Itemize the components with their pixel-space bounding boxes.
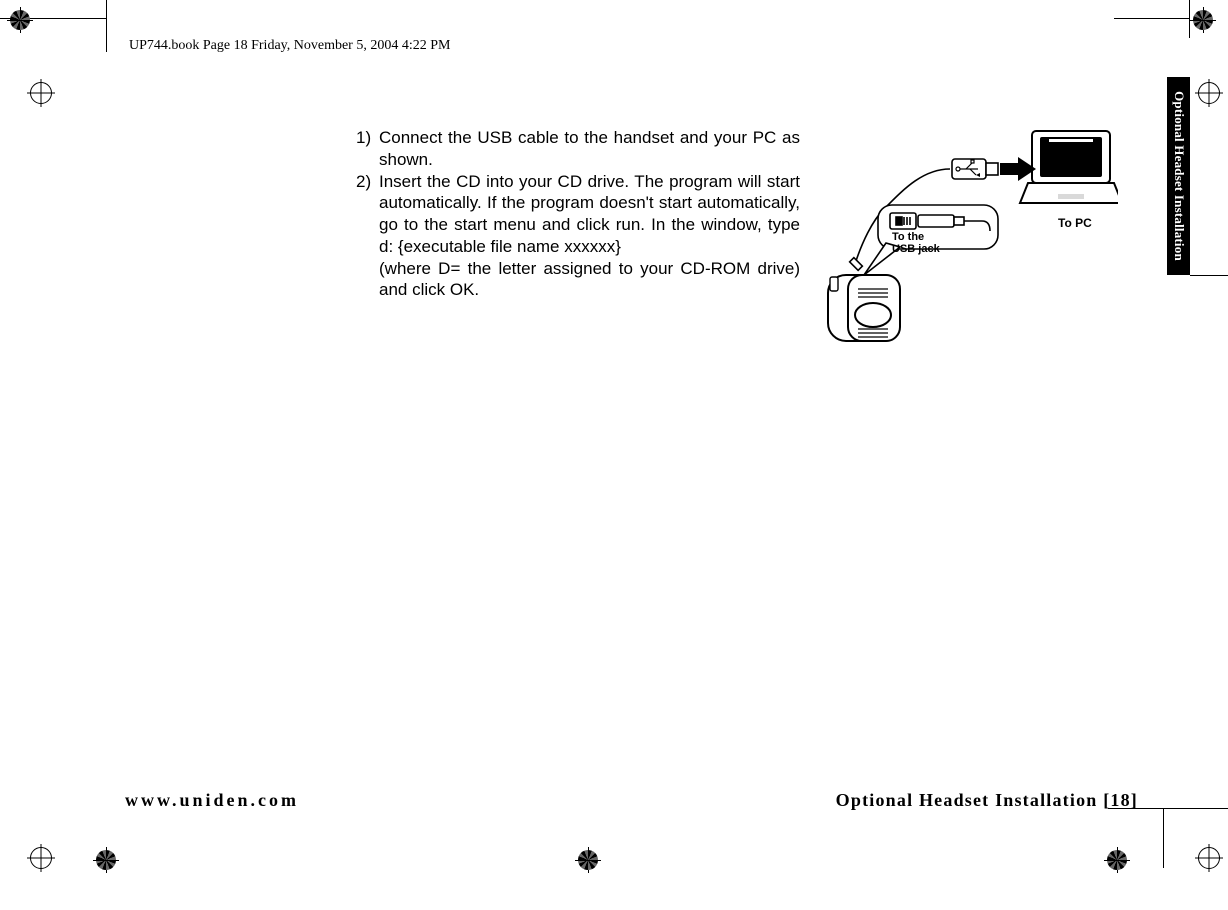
usb-jack-plug-icon xyxy=(850,258,863,271)
instruction-text: Connect the USB cable to the handset and… xyxy=(379,127,800,171)
footer-page-number: [18] xyxy=(1103,790,1138,810)
crop-line xyxy=(1114,18,1190,19)
arrow-icon xyxy=(1000,157,1036,181)
crop-line xyxy=(1190,275,1228,276)
laptop-icon xyxy=(1020,131,1118,203)
section-tab: Optional Headset Installation xyxy=(1167,77,1190,275)
usb-plug-icon xyxy=(952,159,998,179)
crop-line xyxy=(1163,808,1164,868)
footer-section: Optional Headset Installation [18] xyxy=(836,790,1138,811)
running-header: UP744.book Page 18 Friday, November 5, 2… xyxy=(129,38,450,54)
registration-target-icon xyxy=(1104,847,1130,873)
instructions-list: 1) Connect the USB cable to the handset … xyxy=(356,127,800,301)
registration-mark-icon xyxy=(1198,82,1220,104)
registration-target-icon xyxy=(1190,7,1216,33)
instruction-item: 1) Connect the USB cable to the handset … xyxy=(356,127,800,171)
page-footer: www.uniden.com Optional Headset Installa… xyxy=(125,790,1138,811)
footer-section-title: Optional Headset Installation xyxy=(836,790,1098,810)
callout-bubble xyxy=(864,205,998,275)
footer-url: www.uniden.com xyxy=(125,790,299,811)
diagram-label-usb-jack-2: USB jack xyxy=(892,243,941,255)
instruction-item: 2) Insert the CD into your CD drive. The… xyxy=(356,171,800,302)
registration-target-icon xyxy=(575,847,601,873)
section-tab-label: Optional Headset Installation xyxy=(1171,91,1187,261)
crop-line xyxy=(106,0,107,52)
registration-mark-icon xyxy=(30,847,52,869)
handset-icon xyxy=(828,275,900,341)
instruction-number: 2) xyxy=(356,171,379,302)
registration-mark-icon xyxy=(30,82,52,104)
usb-connection-diagram: To PC xyxy=(822,125,1118,347)
registration-mark-icon xyxy=(1198,847,1220,869)
instruction-text: Insert the CD into your CD drive. The pr… xyxy=(379,171,800,302)
registration-target-icon xyxy=(93,847,119,873)
diagram-label-usb-jack-1: To the xyxy=(892,231,924,243)
diagram-label-pc: To PC xyxy=(1058,216,1092,230)
registration-target-icon xyxy=(7,7,33,33)
instruction-number: 1) xyxy=(356,127,379,171)
